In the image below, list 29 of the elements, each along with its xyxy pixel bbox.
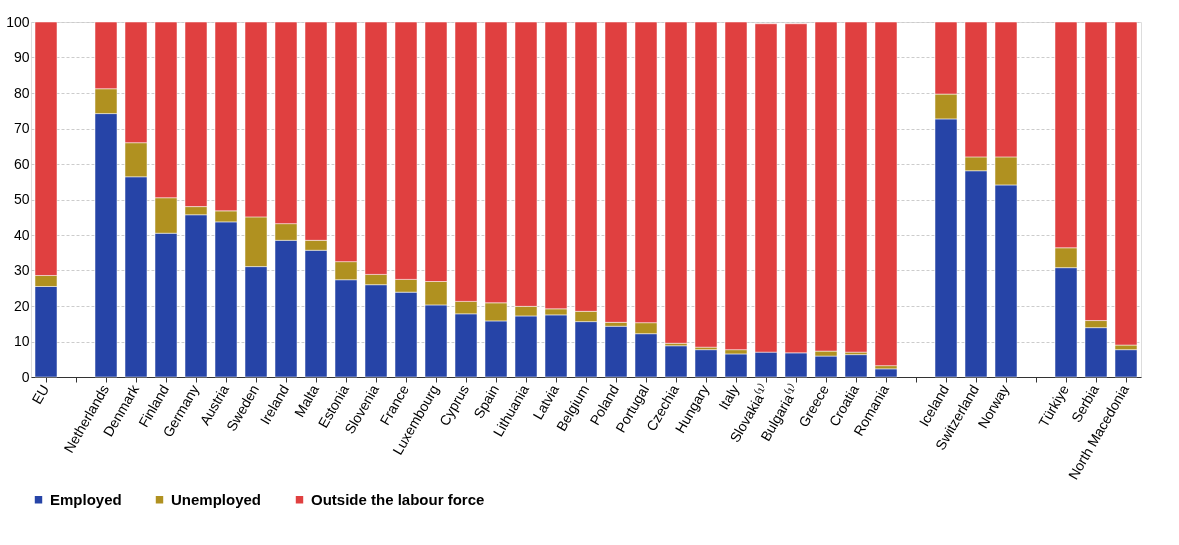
- y-tick-label: 60: [13, 155, 30, 172]
- bar: [844, 21, 868, 353]
- bar: [814, 355, 838, 378]
- bar: [1114, 21, 1138, 346]
- bar: [844, 354, 868, 378]
- x-tick-label: EU: [28, 382, 53, 407]
- legend-label: Employed: [50, 490, 122, 508]
- y-tick-label: 80: [13, 84, 30, 101]
- bar: [724, 353, 748, 378]
- bar: [1114, 349, 1138, 378]
- y-tick-label: 90: [13, 49, 30, 65]
- y-tick-label: 20: [13, 297, 30, 314]
- legend-label: Outside the labour force: [311, 490, 485, 508]
- bar: [604, 325, 628, 378]
- y-tick-label: 100: [6, 13, 30, 30]
- y-tick-label: 50: [13, 191, 30, 207]
- y-tick-label: 40: [13, 226, 30, 243]
- bar: [664, 21, 688, 344]
- bar: [694, 349, 718, 378]
- bar: [664, 345, 688, 378]
- y-tick-label: 70: [13, 120, 30, 136]
- bar: [694, 21, 718, 348]
- bar: [604, 21, 628, 323]
- y-tick-label: 0: [21, 368, 30, 385]
- bar: [874, 368, 898, 378]
- legend-label: Unemployed: [171, 490, 262, 508]
- y-tick-label: 10: [13, 333, 30, 349]
- bar: [874, 21, 898, 366]
- y-tick-label: 30: [13, 262, 30, 278]
